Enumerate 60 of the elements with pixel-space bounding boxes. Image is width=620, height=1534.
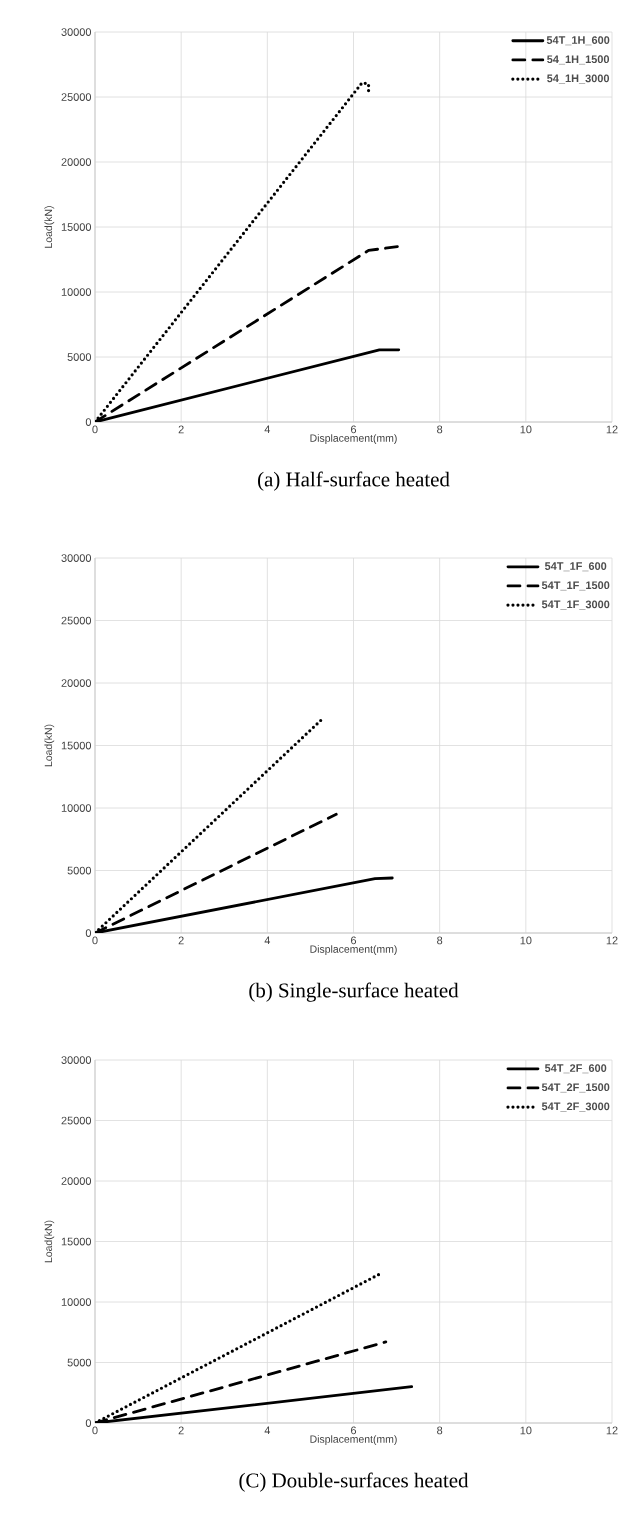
legend-label: 54T_1F_600 <box>544 562 607 572</box>
y-tick-label: 10000 <box>61 804 92 812</box>
y-tick-label: 30000 <box>61 28 92 36</box>
y-tick-label: 5000 <box>67 353 92 361</box>
text: (C) Double-surfaces heated <box>239 1472 469 1492</box>
legend-label: 54T_1F_3000 <box>541 600 610 610</box>
x-tick-label: 8 <box>437 425 443 434</box>
legend-label: 54_1H_1500 <box>547 55 610 65</box>
x-tick-label: 10 <box>520 936 532 945</box>
x-axis-title: Displacement(mm) <box>310 1435 397 1445</box>
y-axis-title: Load(kN) <box>44 724 55 767</box>
x-axis-title: Displacement(mm) <box>310 945 397 955</box>
x-tick-label: 4 <box>264 425 271 434</box>
y-tick-label: 30000 <box>61 554 92 562</box>
x-tick-label: 10 <box>520 425 532 434</box>
legend-label: 54T_1H_600 <box>546 36 610 46</box>
y-axis-title: Load(kN) <box>44 1220 55 1263</box>
x-tick-label: 0 <box>92 1426 98 1435</box>
x-tick-label: 10 <box>520 1426 532 1435</box>
y-tick-label: 5000 <box>67 1358 92 1367</box>
y-tick-label: 15000 <box>61 223 92 231</box>
y-tick-label: 0 <box>85 1419 92 1427</box>
x-tick-label: 0 <box>92 936 98 945</box>
legend-label: 54T_2F_1500 <box>541 1083 610 1093</box>
x-tick-label: 8 <box>437 936 443 945</box>
x-tick-label: 12 <box>606 1426 618 1435</box>
legend-label: 54_1H_3000 <box>547 74 610 84</box>
x-axis-title: Displacement(mm) <box>310 434 397 444</box>
y-tick-label: 0 <box>85 418 92 426</box>
x-tick-label: 4 <box>264 936 271 945</box>
x-tick-label: 2 <box>178 425 184 434</box>
legend-label: 54T_2F_3000 <box>541 1102 610 1112</box>
y-tick-label: 20000 <box>61 679 92 687</box>
y-tick-label: 25000 <box>61 616 92 625</box>
x-tick-label: 2 <box>178 1426 184 1435</box>
y-tick-label: 25000 <box>61 1116 92 1125</box>
legend-label: 54T_2F_600 <box>544 1064 607 1074</box>
y-tick-label: 0 <box>85 929 92 937</box>
y-tick-label: 20000 <box>61 158 92 166</box>
y-tick-label: 10000 <box>61 288 92 296</box>
x-tick-label: 2 <box>178 936 184 945</box>
y-tick-label: 5000 <box>67 866 92 875</box>
y-tick-label: 20000 <box>61 1177 92 1185</box>
text: (b) Single-surface heated <box>249 982 459 1002</box>
y-axis-title: Load(kN) <box>44 206 55 248</box>
x-tick-label: 0 <box>92 425 98 434</box>
legend-label: 54T_1F_1500 <box>541 581 610 591</box>
x-tick-label: 8 <box>437 1426 443 1435</box>
y-tick-label: 15000 <box>61 741 92 750</box>
y-tick-label: 15000 <box>61 1237 92 1246</box>
y-tick-label: 10000 <box>61 1298 92 1306</box>
y-tick-label: 30000 <box>61 1056 92 1064</box>
x-tick-label: 6 <box>351 1426 357 1435</box>
text: (a) Half-surface heated <box>258 471 450 491</box>
x-tick-label: 6 <box>351 425 357 434</box>
x-tick-label: 12 <box>606 425 618 434</box>
x-tick-label: 4 <box>264 1426 271 1435</box>
x-tick-label: 12 <box>606 936 618 945</box>
y-tick-label: 25000 <box>61 93 92 101</box>
x-tick-label: 6 <box>351 936 357 945</box>
